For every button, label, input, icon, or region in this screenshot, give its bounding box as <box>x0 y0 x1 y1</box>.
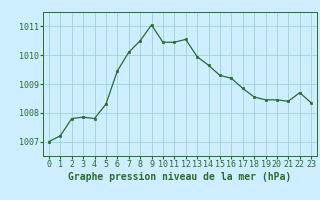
X-axis label: Graphe pression niveau de la mer (hPa): Graphe pression niveau de la mer (hPa) <box>68 172 292 182</box>
